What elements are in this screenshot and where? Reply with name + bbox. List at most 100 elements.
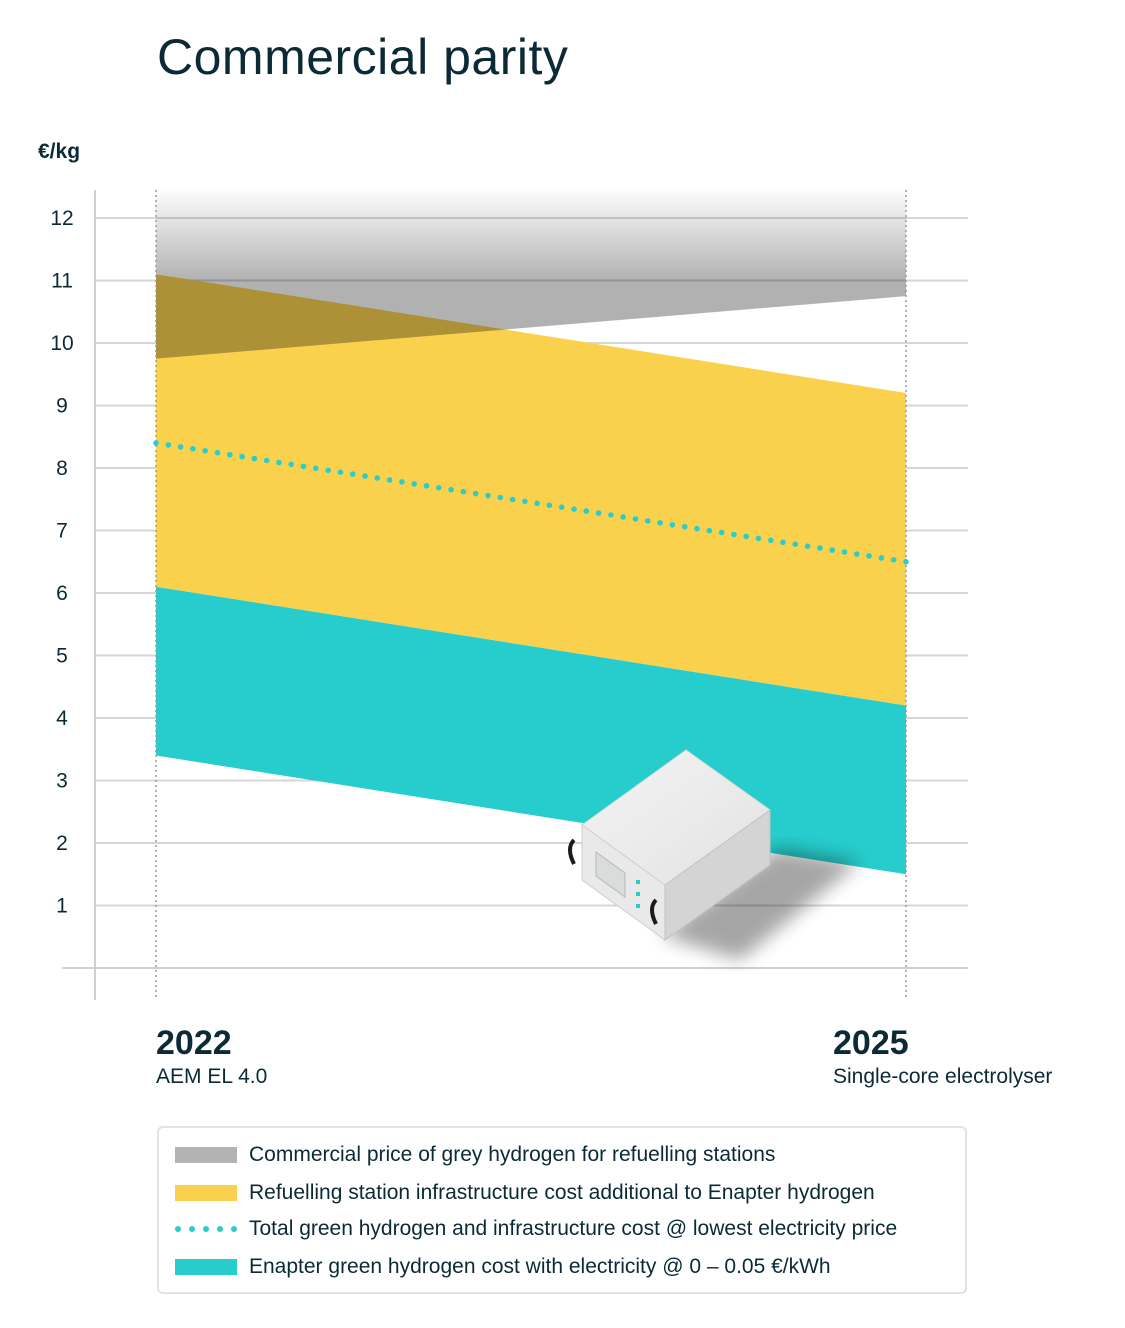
dotted-line-dot	[436, 485, 442, 491]
electrolyser-device-image	[568, 749, 860, 960]
dotted-line-dot	[227, 451, 233, 458]
legend-item-grey: Commercial price of grey hydrogen for re…	[175, 1140, 775, 1170]
dotted-line-dot	[423, 483, 430, 489]
y-tick-label-5: 5	[56, 645, 68, 668]
dotted-line-dot	[448, 486, 454, 493]
dotted-line-dot	[583, 508, 590, 514]
y-axis-unit-label: €/kg	[38, 140, 81, 163]
dotted-line-dot	[645, 518, 651, 524]
dotted-line-dot	[153, 440, 159, 446]
dotted-line-dot	[571, 506, 577, 512]
y-tick-label-2: 2	[56, 832, 68, 855]
legend-item-green: Enapter green hydrogen cost with electri…	[175, 1252, 831, 1282]
y-tick-label-4: 4	[56, 707, 68, 730]
dotted-line-dot	[214, 449, 221, 456]
dotted-line-dot	[854, 551, 860, 557]
y-tick-label-1: 1	[56, 895, 68, 918]
series-dotted-line	[153, 440, 909, 565]
legend-item-total: Total green hydrogen and infrastructure …	[175, 1214, 897, 1244]
y-tick-label-10: 10	[50, 332, 73, 355]
legend-swatch-infra	[175, 1185, 237, 1201]
dotted-line-dot	[522, 498, 528, 505]
dotted-line-dot	[546, 502, 553, 509]
dotted-line-dot	[681, 523, 688, 530]
dotted-line-dot	[251, 455, 258, 462]
series-bands	[156, 186, 906, 875]
y-tick-label-11: 11	[51, 270, 73, 293]
x-sublabel-2022: AEM EL 4.0	[156, 1065, 268, 1088]
dotted-line-dot	[878, 555, 885, 561]
dotted-line-dot	[620, 514, 626, 520]
dotted-line-dot	[202, 448, 208, 454]
dotted-line-dot	[190, 446, 196, 452]
dotted-line-dot	[362, 473, 368, 479]
dotted-line-dot	[718, 529, 725, 536]
dotted-line-dot	[792, 541, 799, 547]
dotted-line-dot	[288, 461, 295, 468]
legend-swatch-green	[175, 1259, 237, 1275]
dotted-line-dot	[263, 457, 270, 464]
legend-label-total: Total green hydrogen and infrastructure …	[249, 1217, 898, 1240]
y-tick-label-9: 9	[56, 395, 68, 418]
dotted-line-dot	[534, 500, 540, 507]
dotted-line-dot	[841, 549, 848, 555]
dotted-line-dot	[399, 479, 405, 485]
y-tick-label-7: 7	[56, 520, 68, 543]
legend-label-infra: Refuelling station infrastructure cost a…	[249, 1181, 875, 1204]
dotted-line-dot	[669, 522, 676, 528]
dotted-line-dot	[497, 494, 504, 501]
x-label-year-2022: 2022	[156, 1024, 232, 1062]
dotted-line-dot	[768, 537, 774, 544]
dotted-line-dot	[485, 492, 491, 499]
legend-label-grey: Commercial price of grey hydrogen for re…	[249, 1143, 776, 1166]
dotted-line-dot	[890, 557, 897, 563]
dotted-line-dot	[755, 535, 762, 542]
dotted-line-dot	[804, 543, 811, 549]
dotted-line-dot	[386, 477, 393, 483]
dotted-line-dot	[349, 471, 356, 477]
dotted-line-dot	[829, 547, 835, 553]
x-sublabel-2025: Single-core electrolyser	[833, 1065, 1053, 1088]
dotted-line-dot	[313, 465, 319, 472]
dotted-line-dot	[780, 539, 786, 546]
dotted-line-dot	[460, 488, 467, 495]
dotted-line-dot	[374, 475, 381, 481]
dotted-line-dot	[608, 512, 614, 518]
chart-title: Commercial parity	[157, 29, 569, 85]
dotted-line-dot	[276, 459, 282, 466]
dotted-line-dot	[657, 520, 663, 526]
dotted-line-dot	[632, 516, 639, 522]
dotted-line-dot	[165, 442, 172, 448]
dotted-line-dot	[239, 453, 245, 460]
legend-swatch-grey	[175, 1147, 237, 1163]
dotted-line-dot	[177, 444, 184, 450]
y-tick-label-12: 12	[50, 207, 73, 230]
y-tick-label-3: 3	[56, 770, 68, 793]
dotted-line-dot	[743, 533, 749, 540]
dotted-line-dot	[706, 527, 713, 534]
legend: Commercial price of grey hydrogen for re…	[157, 1126, 967, 1294]
dotted-line-dot	[325, 467, 331, 474]
dotted-line-dot	[595, 510, 602, 516]
dotted-line-dot	[903, 559, 909, 565]
dotted-line-dot	[509, 496, 516, 503]
dotted-line-dot	[817, 545, 823, 551]
dotted-line-dot	[558, 504, 565, 511]
dotted-line-dot	[300, 463, 307, 470]
band-infra	[156, 274, 906, 706]
y-tick-label-6: 6	[56, 582, 68, 605]
band-grey	[156, 186, 906, 359]
legend-item-infra: Refuelling station infrastructure cost a…	[175, 1178, 875, 1208]
legend-label-green: Enapter green hydrogen cost with electri…	[249, 1255, 831, 1278]
axes	[94, 190, 907, 1000]
legend-swatch-dotted	[175, 1221, 237, 1237]
dotted-line-dot	[731, 531, 737, 538]
dotted-line-dot	[472, 490, 479, 497]
dotted-line-dot	[337, 469, 344, 476]
dotted-line-dot	[694, 525, 700, 532]
y-tick-label-8: 8	[56, 457, 68, 480]
x-label-year-2025: 2025	[833, 1024, 909, 1062]
dotted-line-dot	[866, 553, 872, 559]
